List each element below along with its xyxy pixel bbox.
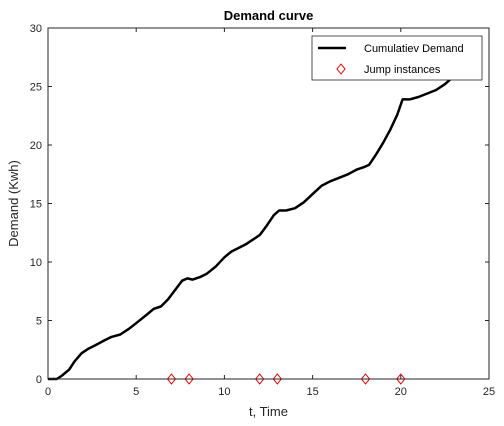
y-tick-label: 5 <box>36 316 42 328</box>
x-tick-label: 5 <box>133 386 139 398</box>
y-tick-label: 10 <box>30 257 42 269</box>
x-tick-label: 20 <box>395 386 407 398</box>
jump-instance-marker <box>272 373 282 385</box>
y-tick-label: 25 <box>30 82 42 94</box>
x-tick-label: 15 <box>306 386 318 398</box>
jump-instance-marker <box>166 373 177 385</box>
y-axis-label: Demand (Kwh) <box>6 160 21 247</box>
jump-instance-marker <box>396 373 406 385</box>
legend-label-cumulative-demand: Cumulatiev Demand <box>364 43 464 55</box>
jump-instance-marker <box>255 373 265 385</box>
legend-diamond-swatch <box>336 63 346 75</box>
chart-title: Demand curve <box>224 8 314 23</box>
y-tick-label: 20 <box>30 140 42 152</box>
x-tick-label: 25 <box>483 386 495 398</box>
axes-layer: 0 5 10 15 20 25 0 5 10 15 20 25 30 <box>30 23 495 398</box>
x-tick-label: 10 <box>218 386 230 398</box>
jump-instance-marker <box>360 373 371 385</box>
y-tick-label: 0 <box>36 374 42 386</box>
y-tick-label: 30 <box>30 23 42 35</box>
x-axis-label: t, Time <box>249 404 288 419</box>
x-tick-label: 0 <box>45 386 51 398</box>
cumulative-demand-line <box>48 78 452 381</box>
plot-area <box>48 28 489 379</box>
legend-label-jump-instances: Jump instances <box>364 64 441 76</box>
legend: Cumulatiev Demand Jump instances <box>311 35 483 81</box>
series-layer <box>48 78 452 385</box>
y-tick-label: 15 <box>30 199 42 211</box>
jump-instance-marker <box>184 373 194 385</box>
